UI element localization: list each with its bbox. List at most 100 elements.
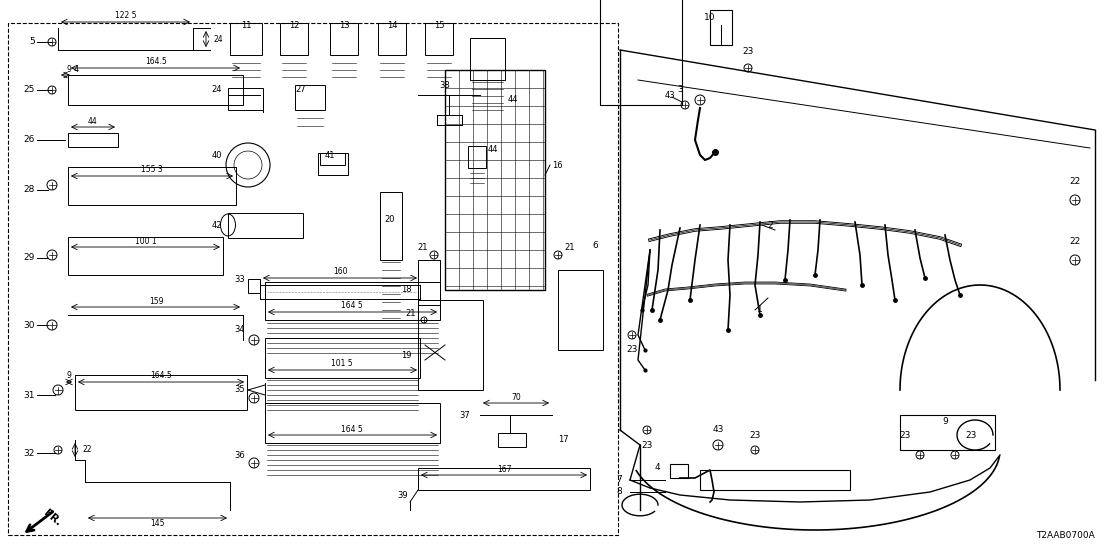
Text: FR.: FR. xyxy=(41,508,63,528)
Text: 155 3: 155 3 xyxy=(141,166,163,175)
Bar xyxy=(318,153,348,175)
Text: 6: 6 xyxy=(593,240,598,249)
Text: 23: 23 xyxy=(749,430,761,439)
Text: 38: 38 xyxy=(440,80,450,90)
Text: 23: 23 xyxy=(965,430,976,439)
Text: 101 5: 101 5 xyxy=(331,360,352,368)
Text: 100 1: 100 1 xyxy=(135,237,157,245)
Text: 5: 5 xyxy=(29,38,35,47)
Bar xyxy=(230,23,261,55)
Bar xyxy=(75,375,247,410)
Text: 10: 10 xyxy=(705,13,716,23)
Text: 22: 22 xyxy=(1069,177,1080,187)
Bar xyxy=(68,167,236,205)
Text: 26: 26 xyxy=(23,136,35,145)
Text: 1: 1 xyxy=(757,305,763,315)
Text: 15: 15 xyxy=(433,20,444,29)
Text: 44: 44 xyxy=(89,116,98,126)
Text: 44: 44 xyxy=(488,146,499,155)
Text: 14: 14 xyxy=(387,20,398,29)
Text: 28: 28 xyxy=(23,186,35,194)
Text: 23: 23 xyxy=(742,48,753,57)
Text: 13: 13 xyxy=(339,20,349,29)
Text: 24: 24 xyxy=(213,34,223,44)
Text: 23: 23 xyxy=(626,346,638,355)
Text: 164 5: 164 5 xyxy=(341,301,363,310)
Bar xyxy=(378,23,406,55)
Text: 145: 145 xyxy=(150,520,164,529)
Bar xyxy=(265,403,440,443)
Text: 43: 43 xyxy=(665,90,675,100)
Text: 70: 70 xyxy=(511,392,521,402)
Text: 23: 23 xyxy=(900,430,911,439)
Text: 41: 41 xyxy=(325,151,336,160)
Bar xyxy=(468,146,486,168)
Text: 16: 16 xyxy=(552,161,563,170)
Text: 7: 7 xyxy=(616,475,622,485)
Bar xyxy=(418,300,483,390)
Text: 34: 34 xyxy=(235,326,245,335)
Bar xyxy=(445,70,545,290)
Text: 20: 20 xyxy=(384,216,396,224)
Text: 9: 9 xyxy=(942,418,947,427)
Text: 122 5: 122 5 xyxy=(115,12,136,20)
Text: 22: 22 xyxy=(82,445,92,454)
Text: 43: 43 xyxy=(712,425,724,434)
Text: 27: 27 xyxy=(295,85,306,95)
Text: 44: 44 xyxy=(507,95,519,105)
Bar xyxy=(68,133,117,147)
Bar xyxy=(280,23,308,55)
Bar xyxy=(265,338,420,378)
Text: 19: 19 xyxy=(401,351,412,360)
Text: 39: 39 xyxy=(398,490,408,500)
Text: 17: 17 xyxy=(558,435,568,444)
Bar xyxy=(295,85,325,110)
Text: 33: 33 xyxy=(234,275,245,285)
Bar xyxy=(497,433,526,447)
Text: 11: 11 xyxy=(240,20,252,29)
Bar xyxy=(710,10,732,45)
Text: 160: 160 xyxy=(332,268,347,276)
Text: 8: 8 xyxy=(616,488,622,496)
Bar xyxy=(418,468,589,490)
Bar xyxy=(470,38,505,80)
Bar xyxy=(425,23,453,55)
Text: 42: 42 xyxy=(212,220,222,229)
Text: T2AAB0700A: T2AAB0700A xyxy=(1036,531,1095,540)
Bar xyxy=(8,23,618,535)
Bar xyxy=(330,23,358,55)
Text: 21: 21 xyxy=(564,244,575,253)
Text: 23: 23 xyxy=(642,440,653,449)
Text: 37: 37 xyxy=(459,411,470,419)
Text: 167: 167 xyxy=(496,464,511,474)
Text: 25: 25 xyxy=(23,85,35,95)
Bar xyxy=(68,75,243,105)
Text: 24: 24 xyxy=(212,85,222,95)
Bar xyxy=(900,415,995,450)
Text: 29: 29 xyxy=(23,254,35,263)
Text: 40: 40 xyxy=(212,151,222,160)
Text: 21: 21 xyxy=(406,310,416,319)
Text: 18: 18 xyxy=(401,285,412,295)
Bar xyxy=(670,464,688,478)
Text: 2: 2 xyxy=(767,220,772,229)
Bar xyxy=(228,213,302,238)
Text: 164.5: 164.5 xyxy=(150,372,172,381)
Text: 35: 35 xyxy=(235,386,245,394)
Text: 31: 31 xyxy=(23,391,35,399)
Bar xyxy=(700,470,850,490)
Bar xyxy=(418,260,440,305)
Bar xyxy=(601,0,683,105)
Bar xyxy=(320,153,345,165)
Text: 30: 30 xyxy=(23,321,35,330)
Bar xyxy=(265,282,440,320)
Text: 9 4: 9 4 xyxy=(66,64,79,74)
Bar xyxy=(380,192,402,260)
Text: 32: 32 xyxy=(23,449,35,458)
Text: 12: 12 xyxy=(289,20,299,29)
Text: 164.5: 164.5 xyxy=(145,58,167,66)
Bar xyxy=(248,279,260,293)
Text: 159: 159 xyxy=(148,296,163,305)
Bar xyxy=(68,237,223,275)
Text: 4: 4 xyxy=(655,464,660,473)
